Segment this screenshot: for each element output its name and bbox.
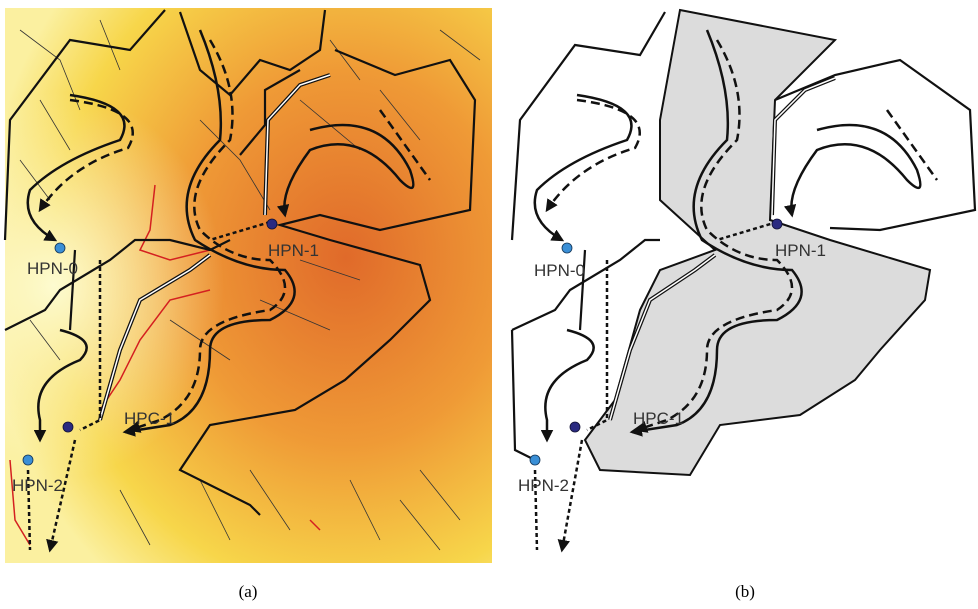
node-label: HPC-1 [633, 409, 684, 428]
node-label: HPN-2 [12, 476, 63, 495]
node-label: HPC-1 [124, 409, 175, 428]
node-label: HPN-1 [268, 241, 319, 260]
flow-path [547, 100, 640, 210]
outlet [23, 455, 33, 465]
outlet [267, 219, 277, 229]
panel-b: HPN-0 HPN-1 HPC-1 HPN-2 (b) [512, 10, 975, 601]
outlet [570, 422, 580, 432]
panel-caption: (a) [239, 582, 258, 601]
outlet [55, 243, 65, 253]
outlet [772, 219, 782, 229]
flow-path [535, 95, 632, 240]
outlet [530, 455, 540, 465]
node-label: HPN-0 [27, 259, 78, 278]
flow-path [791, 125, 920, 215]
panel-caption: (b) [735, 582, 755, 601]
node-label: HPN-0 [534, 261, 585, 280]
node-label: HPN-2 [518, 476, 569, 495]
basin-highlight [585, 10, 930, 475]
panel-a: HPN-0 HPN-1 HPC-1 HPN-2 (a) [5, 8, 492, 601]
elevation-shade [5, 8, 492, 563]
figure: HPN-0 HPN-1 HPC-1 HPN-2 (a) HPN-0 HPN-1 … [0, 0, 978, 609]
node-label: HPN-1 [775, 241, 826, 260]
outlet [63, 422, 73, 432]
outlet [562, 243, 572, 253]
flow-path [545, 330, 593, 440]
